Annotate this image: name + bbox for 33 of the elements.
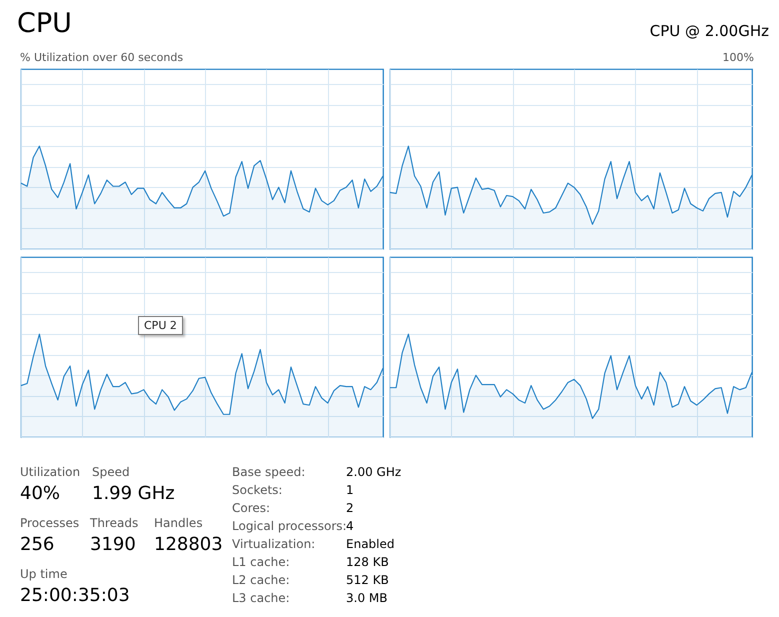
text: Cores: bbox=[232, 501, 270, 515]
text: Enabled bbox=[346, 537, 394, 551]
text: L3 cache: bbox=[232, 591, 290, 605]
text: Threads bbox=[90, 516, 138, 530]
text: Utilization bbox=[20, 465, 80, 479]
text: 256 bbox=[20, 534, 54, 555]
text: Base speed: bbox=[232, 465, 306, 479]
text: 128803 bbox=[154, 534, 223, 555]
text: 4 bbox=[346, 519, 354, 533]
text: L2 cache: bbox=[232, 573, 290, 587]
text: Up time bbox=[20, 567, 68, 581]
text: 3190 bbox=[90, 534, 136, 555]
text: Sockets: bbox=[232, 483, 282, 497]
text: 1.99 GHz bbox=[92, 483, 175, 504]
text: 128 KB bbox=[346, 555, 389, 569]
text: 2.00 GHz bbox=[346, 465, 402, 479]
text: L1 cache: bbox=[232, 555, 290, 569]
chart-subtitle: CPU @ 2.00GHz bbox=[650, 22, 769, 40]
text: Handles bbox=[154, 516, 203, 530]
text: 3.0 MB bbox=[346, 591, 388, 605]
text: 25:00:35:03 bbox=[20, 585, 130, 606]
text: 512 KB bbox=[346, 573, 389, 587]
text: % Utilization over 60 seconds bbox=[20, 51, 184, 64]
text: 2 bbox=[346, 501, 354, 515]
text: CPU 2 bbox=[138, 316, 183, 335]
text: Logical processors: bbox=[232, 519, 347, 533]
text: Virtualization: bbox=[232, 537, 316, 551]
text: 100% bbox=[722, 51, 754, 64]
chart-title: CPU bbox=[17, 8, 72, 39]
text: Speed bbox=[92, 465, 130, 479]
text: 1 bbox=[346, 483, 354, 497]
text: Processes bbox=[20, 516, 80, 530]
text: 40% bbox=[20, 483, 60, 504]
